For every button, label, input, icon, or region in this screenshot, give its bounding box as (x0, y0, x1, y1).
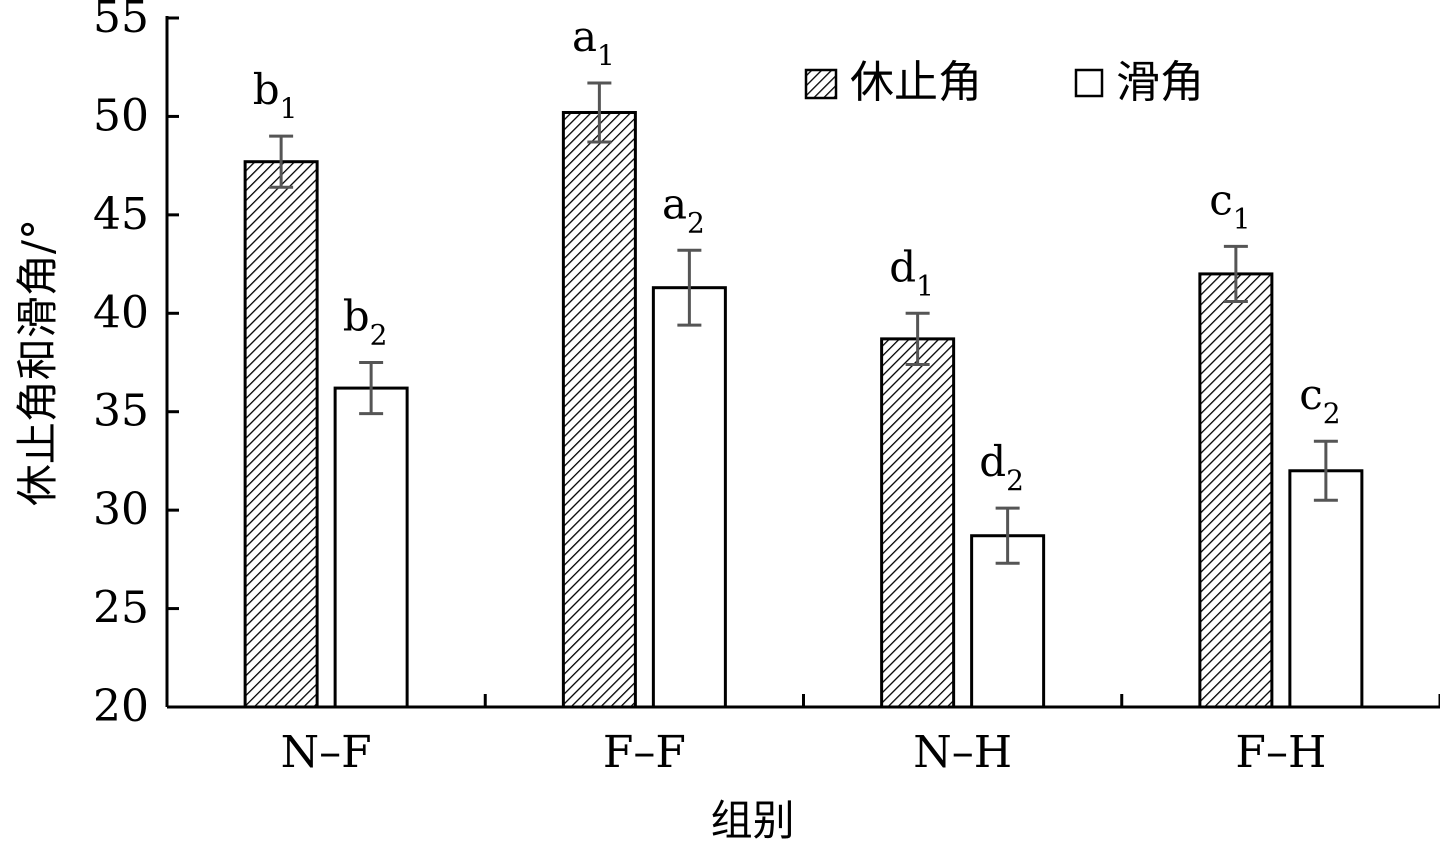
significance-label: c1 (1209, 175, 1250, 235)
y-tick-label: 40 (93, 287, 149, 338)
significance-label: d1 (889, 242, 934, 302)
y-tick-label: 20 (93, 681, 149, 732)
bars-group (243, 81, 1364, 709)
y-tick-label: 25 (93, 583, 149, 634)
legend-swatch-repose-angle (804, 68, 838, 100)
bar-repose-angle (880, 337, 956, 709)
significance-label: b1 (253, 65, 298, 125)
x-tick-label: N–H (913, 727, 1012, 778)
legend-swatch-sliding-angle (1074, 68, 1104, 98)
x-axis-title: 组别 (711, 796, 795, 843)
significance-label: a1 (572, 12, 615, 72)
axes: 20 25 30 35 40 45 50 55 N–F F–F N–H F–H 组别 休止角和滑角/° (13, 0, 1440, 843)
legend: 休止角 滑角 (804, 57, 1204, 108)
bar-sliding-angle (1288, 469, 1364, 709)
y-axis-title: 休止角和滑角/° (13, 219, 62, 506)
x-tick-label: F–F (603, 727, 686, 778)
y-tick-label: 50 (93, 90, 149, 141)
bar-sliding-angle (333, 386, 409, 709)
legend-label-sliding-angle: 滑角 (1116, 57, 1204, 108)
x-tick-label: F–H (1235, 727, 1326, 778)
bar-repose-angle (1198, 272, 1274, 709)
significance-label: b2 (343, 292, 388, 352)
y-tick-label: 30 (93, 484, 149, 535)
x-tick-label: N–F (281, 727, 372, 778)
y-tick-label: 35 (93, 386, 149, 437)
legend-label-repose-angle: 休止角 (850, 57, 982, 108)
bar-repose-angle (561, 110, 637, 709)
y-tick-label: 45 (93, 189, 149, 240)
significance-label: d2 (979, 437, 1024, 497)
y-tick-label: 55 (93, 0, 149, 43)
bar-sliding-angle (651, 286, 727, 709)
bar-labels-group: b1 a1 d1 c1 b2 a2 d2 c2 (253, 12, 1341, 497)
significance-label: a2 (662, 179, 705, 239)
significance-label: c2 (1299, 370, 1340, 430)
bar-repose-angle (243, 160, 319, 709)
